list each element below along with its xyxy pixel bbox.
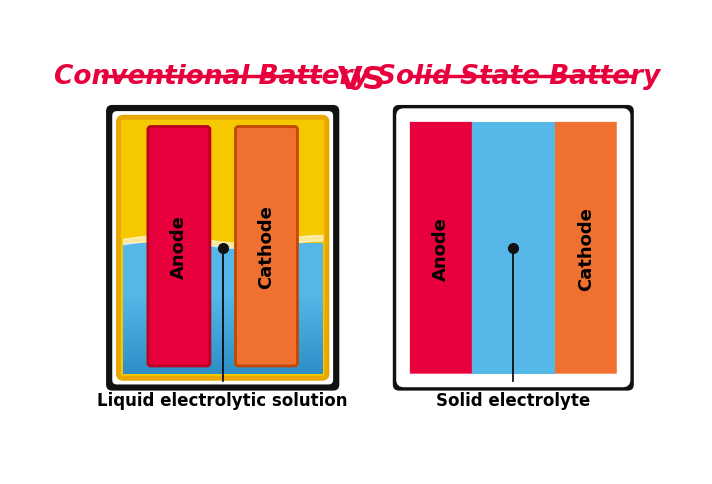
FancyBboxPatch shape	[236, 127, 298, 366]
Text: Conventional Battery: Conventional Battery	[53, 63, 370, 90]
FancyBboxPatch shape	[118, 118, 327, 378]
Text: Solid electrolyte: Solid electrolyte	[436, 391, 590, 409]
Text: Liquid electrolytic solution: Liquid electrolytic solution	[98, 391, 348, 409]
FancyBboxPatch shape	[106, 106, 340, 391]
Text: Cathode: Cathode	[258, 205, 276, 288]
Bar	[472, 122, 555, 374]
Text: Anode: Anode	[432, 216, 450, 280]
FancyBboxPatch shape	[399, 112, 627, 385]
FancyBboxPatch shape	[112, 112, 333, 385]
FancyBboxPatch shape	[393, 106, 634, 391]
Bar	[123, 243, 323, 374]
Bar	[123, 335, 323, 374]
Text: Solid State Battery: Solid State Battery	[377, 63, 661, 90]
FancyBboxPatch shape	[148, 127, 210, 366]
Text: Anode: Anode	[170, 215, 188, 279]
Text: Cathode: Cathode	[577, 206, 595, 290]
FancyBboxPatch shape	[410, 122, 472, 374]
Text: VS: VS	[338, 65, 386, 96]
FancyBboxPatch shape	[555, 122, 617, 374]
